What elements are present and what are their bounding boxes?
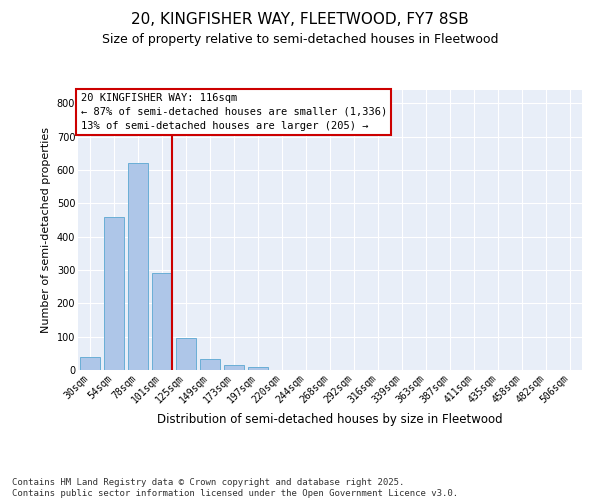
Bar	[152, 274, 172, 370]
Text: Size of property relative to semi-detached houses in Fleetwood: Size of property relative to semi-detach…	[102, 32, 498, 46]
Bar	[104, 216, 124, 370]
Text: 20, KINGFISHER WAY, FLEETWOOD, FY7 8SB: 20, KINGFISHER WAY, FLEETWOOD, FY7 8SB	[131, 12, 469, 28]
Bar	[224, 365, 244, 370]
Bar	[200, 360, 220, 370]
Text: Contains HM Land Registry data © Crown copyright and database right 2025.
Contai: Contains HM Land Registry data © Crown c…	[12, 478, 458, 498]
Y-axis label: Number of semi-detached properties: Number of semi-detached properties	[41, 127, 51, 333]
Text: 20 KINGFISHER WAY: 116sqm
← 87% of semi-detached houses are smaller (1,336)
13% : 20 KINGFISHER WAY: 116sqm ← 87% of semi-…	[80, 93, 387, 131]
Bar	[176, 338, 196, 370]
Bar	[128, 164, 148, 370]
X-axis label: Distribution of semi-detached houses by size in Fleetwood: Distribution of semi-detached houses by …	[157, 413, 503, 426]
Bar	[80, 356, 100, 370]
Bar	[248, 366, 268, 370]
